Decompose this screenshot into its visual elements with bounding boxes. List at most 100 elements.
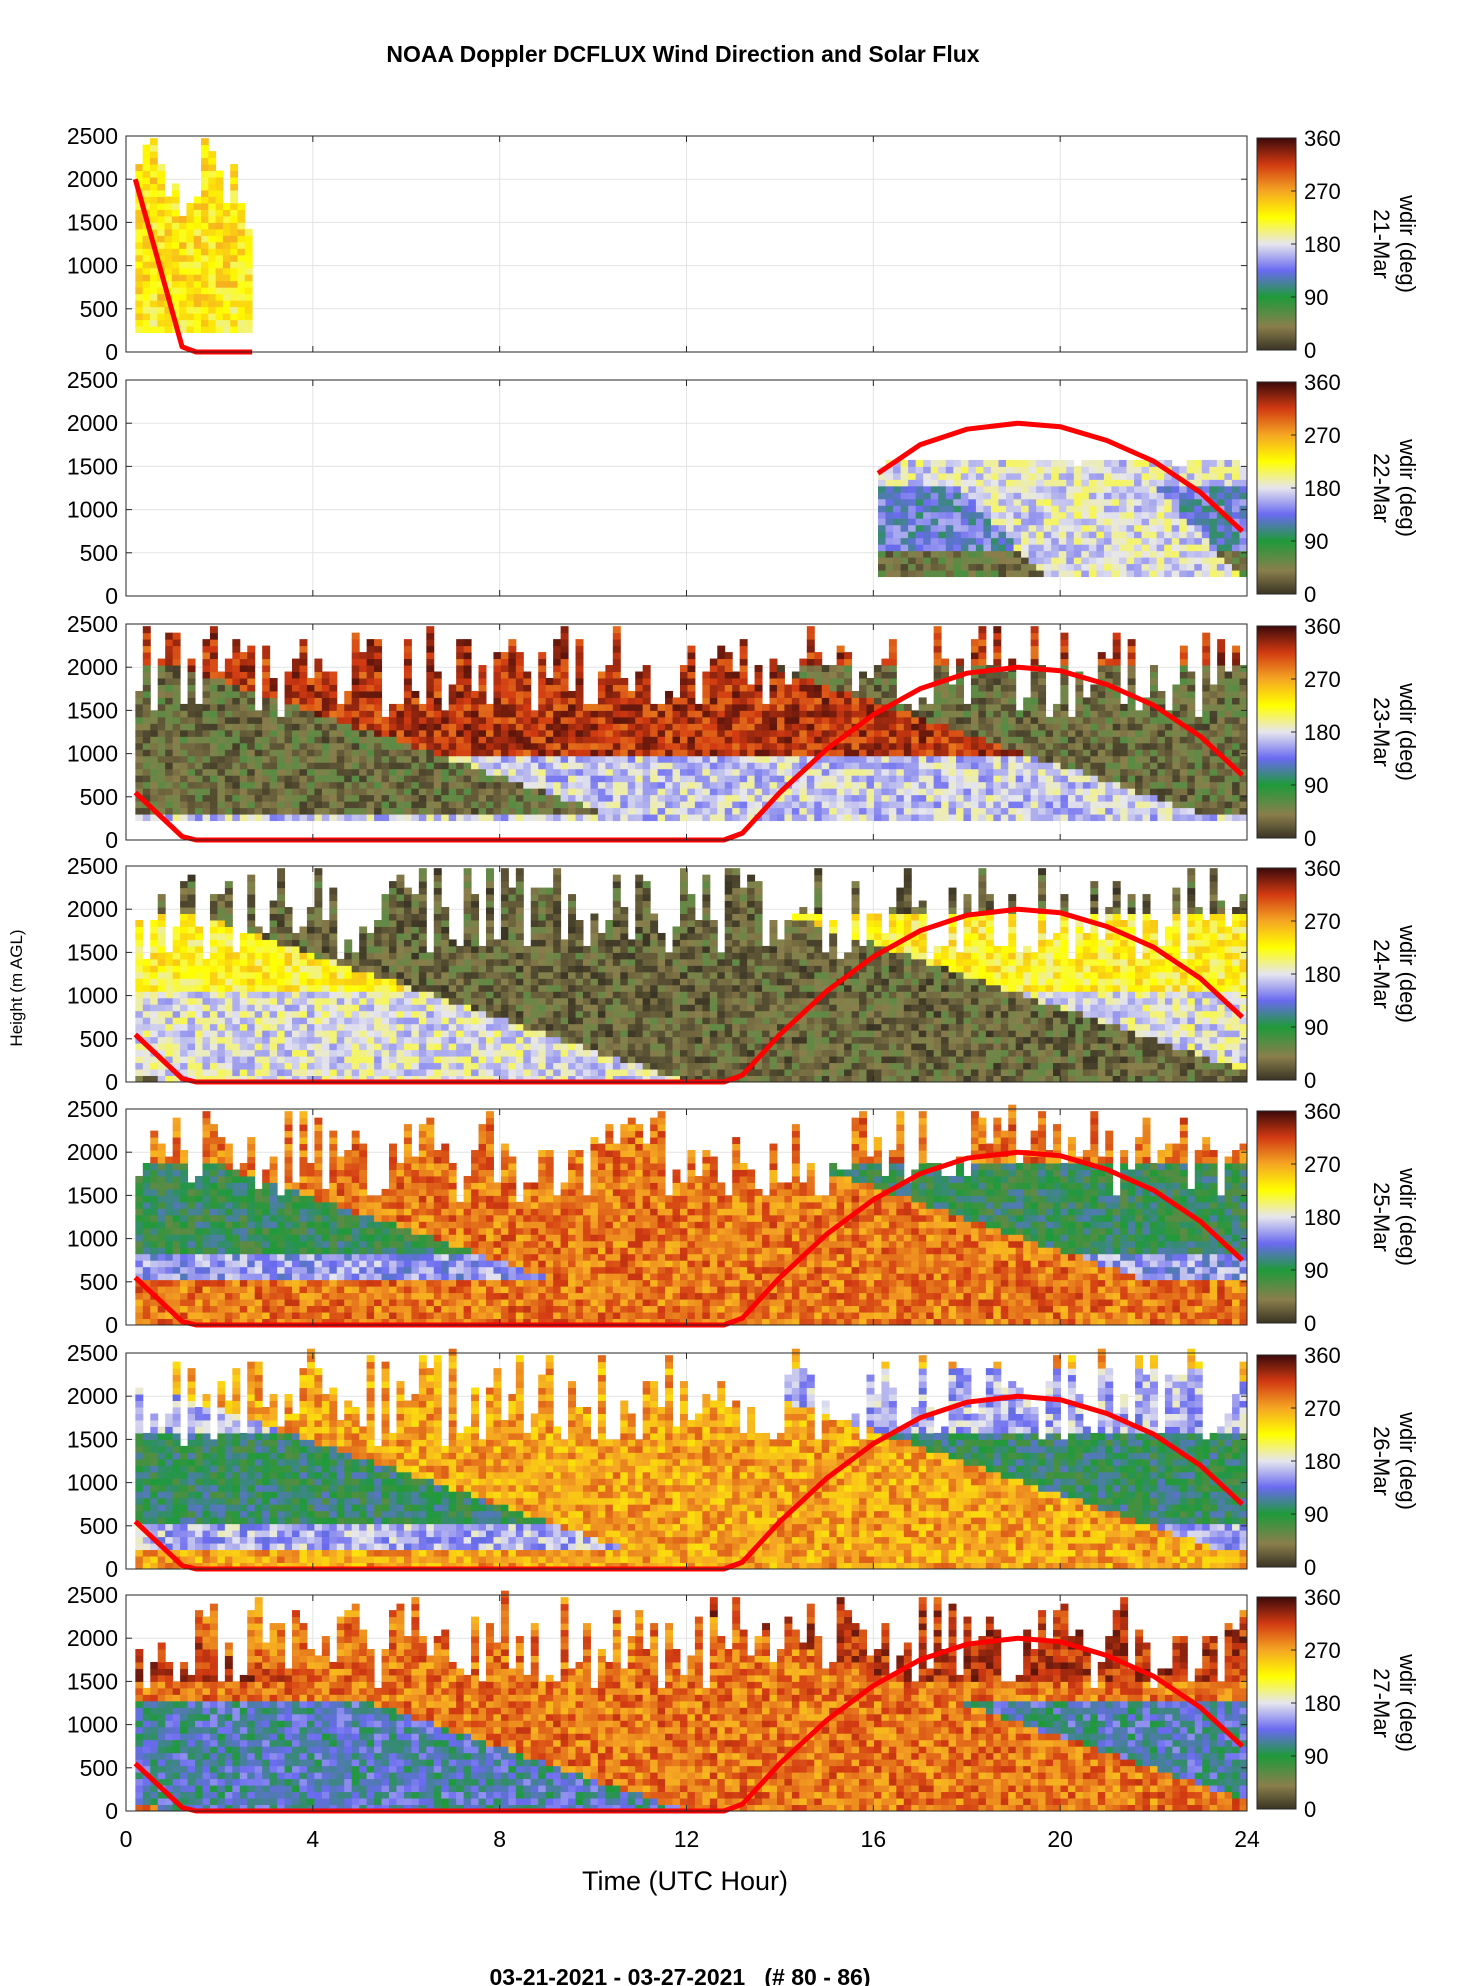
heatmap-cell <box>1051 525 1059 532</box>
heatmap-cell <box>983 460 991 467</box>
heatmap-cell <box>953 551 961 558</box>
heatmap-cell <box>165 665 173 672</box>
heatmap-cell <box>1194 538 1202 545</box>
heatmap-cell <box>202 678 210 685</box>
heatmap-cell <box>1036 499 1044 506</box>
heatmap-cell <box>1164 525 1172 532</box>
heatmap-cell <box>1187 499 1195 506</box>
heatmap-cell <box>946 531 954 538</box>
heatmap-cell <box>1021 557 1029 564</box>
heatmap-cell <box>938 518 946 525</box>
heatmap-cell <box>230 307 238 314</box>
heatmap-cell <box>165 704 173 711</box>
heatmap-cell <box>938 557 946 564</box>
heatmap-cell <box>201 196 209 203</box>
heatmap-cell <box>188 775 196 782</box>
heatmap-cell <box>1036 505 1044 512</box>
heatmap-cell <box>150 190 158 197</box>
heatmap-cell <box>976 499 984 506</box>
heatmap-cell <box>150 795 158 802</box>
heatmap-cell <box>135 248 143 255</box>
heatmap-cell <box>216 222 224 229</box>
heatmap-cell <box>1089 479 1097 486</box>
heatmap-cell <box>886 570 894 577</box>
heatmap-cell <box>255 762 263 769</box>
heatmap-cell <box>1149 531 1157 538</box>
heatmap-cell <box>1202 505 1210 512</box>
heatmap-cell <box>953 544 961 551</box>
heatmap-cell <box>232 691 240 698</box>
heatmap-cell <box>1179 518 1187 525</box>
heatmap-cell <box>1119 518 1127 525</box>
heatmap-cell <box>1232 466 1240 473</box>
heatmap-cell <box>1089 551 1097 558</box>
heatmap-cell <box>893 544 901 551</box>
heatmap-cell <box>1104 538 1112 545</box>
heatmap-cell <box>150 736 158 743</box>
heatmap-cell <box>1157 518 1165 525</box>
heatmap-cell <box>223 274 231 281</box>
heatmap-cell <box>1014 512 1022 519</box>
heatmap-cell <box>1119 531 1127 538</box>
heatmap-cell <box>1111 499 1119 506</box>
heatmap-cell <box>1202 570 1210 577</box>
heatmap-cell <box>216 320 224 327</box>
heatmap-cell <box>1059 564 1067 571</box>
heatmap-cell <box>916 557 924 564</box>
heatmap-cell <box>1051 544 1059 551</box>
heatmap-cell <box>225 736 233 743</box>
heatmap-cell <box>143 639 151 646</box>
heatmap-cell <box>247 769 255 776</box>
heatmap-cell <box>230 294 238 301</box>
heatmap-cell <box>216 184 224 191</box>
heatmap-cell <box>931 473 939 480</box>
heatmap-cell <box>135 756 143 763</box>
heatmap-cell <box>1059 538 1067 545</box>
heatmap-cell <box>961 564 969 571</box>
heatmap-cell <box>217 788 225 795</box>
heatmap-cell <box>1209 492 1217 499</box>
heatmap-cell <box>1096 557 1104 564</box>
heatmap-cell <box>983 499 991 506</box>
heatmap-cell <box>1209 570 1217 577</box>
heatmap-cell <box>1029 564 1037 571</box>
heatmap-cell <box>1157 505 1165 512</box>
heatmap-cell <box>180 775 188 782</box>
heatmap-cell <box>1194 512 1202 519</box>
heatmap-cell <box>976 570 984 577</box>
heatmap-cell <box>135 749 143 756</box>
heatmap-cell <box>931 564 939 571</box>
heatmap-cell <box>262 814 270 821</box>
heatmap-cell <box>946 466 954 473</box>
heatmap-cell <box>1232 564 1240 571</box>
heatmap-cell <box>135 697 143 704</box>
heatmap-cell <box>953 460 961 467</box>
heatmap-cell <box>961 557 969 564</box>
heatmap-cell <box>1081 499 1089 506</box>
heatmap-cell <box>1202 551 1210 558</box>
heatmap-cell <box>208 158 216 165</box>
heatmap-cell <box>173 704 181 711</box>
heatmap-cell <box>1014 492 1022 499</box>
heatmap-cell <box>195 769 203 776</box>
heatmap-cell <box>217 749 225 756</box>
heatmap-cell <box>225 665 233 672</box>
heatmap-cell <box>1209 466 1217 473</box>
heatmap-cell <box>210 795 218 802</box>
heatmap-cell <box>216 307 224 314</box>
heatmap-cell <box>210 749 218 756</box>
heatmap-cell <box>135 268 143 275</box>
heatmap-cell <box>180 814 188 821</box>
heatmap-cell <box>217 762 225 769</box>
heatmap-cell <box>143 268 151 275</box>
heatmap-cell <box>901 499 909 506</box>
heatmap-cell <box>240 736 248 743</box>
heatmap-cell <box>1036 479 1044 486</box>
heatmap-cell <box>186 281 194 288</box>
heatmap-cell <box>255 743 263 750</box>
heatmap-cell <box>232 769 240 776</box>
heatmap-cell <box>225 723 233 730</box>
heatmap-cell <box>916 492 924 499</box>
heatmap-cell <box>908 557 916 564</box>
heatmap-cell <box>173 788 181 795</box>
